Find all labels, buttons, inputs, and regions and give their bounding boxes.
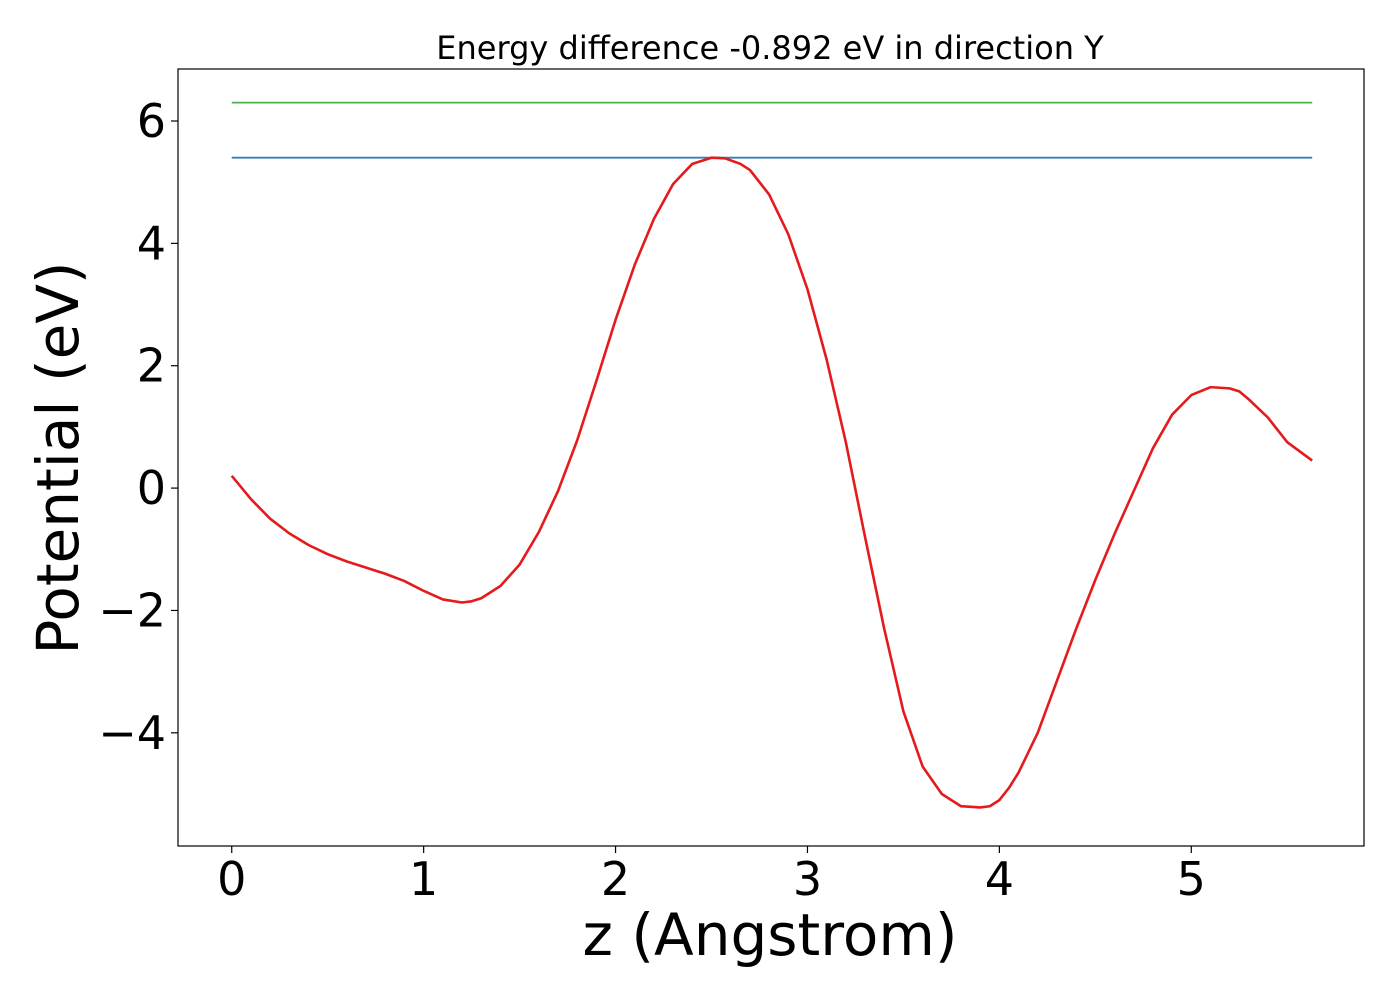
x-tick-label: 1 <box>409 852 438 906</box>
y-axis-label: Potential (eV) <box>24 261 92 654</box>
y-tick-label: 2 <box>137 339 166 393</box>
x-tick-label: 4 <box>985 852 1014 906</box>
x-axis-ticks: 0 1 2 3 4 5 <box>217 846 1206 906</box>
y-tick-label: −4 <box>98 706 166 760</box>
x-tick-label: 2 <box>601 852 630 906</box>
chart-title: Energy difference -0.892 eV in direction… <box>436 29 1104 67</box>
y-axis-ticks: −4 −2 0 2 4 6 <box>98 94 178 760</box>
y-tick-label: 6 <box>137 94 166 148</box>
plot-frame <box>177 68 1365 847</box>
y-tick-label: 4 <box>137 216 166 270</box>
x-axis-label: z (Angstrom) <box>583 901 958 969</box>
x-tick-label: 3 <box>793 852 822 906</box>
plot-area <box>230 101 1313 809</box>
x-tick-label: 0 <box>217 852 246 906</box>
y-tick-label: −2 <box>98 583 166 637</box>
x-tick-label: 5 <box>1177 852 1206 906</box>
series-line-0 <box>230 156 1313 809</box>
y-tick-label: 0 <box>137 461 166 515</box>
